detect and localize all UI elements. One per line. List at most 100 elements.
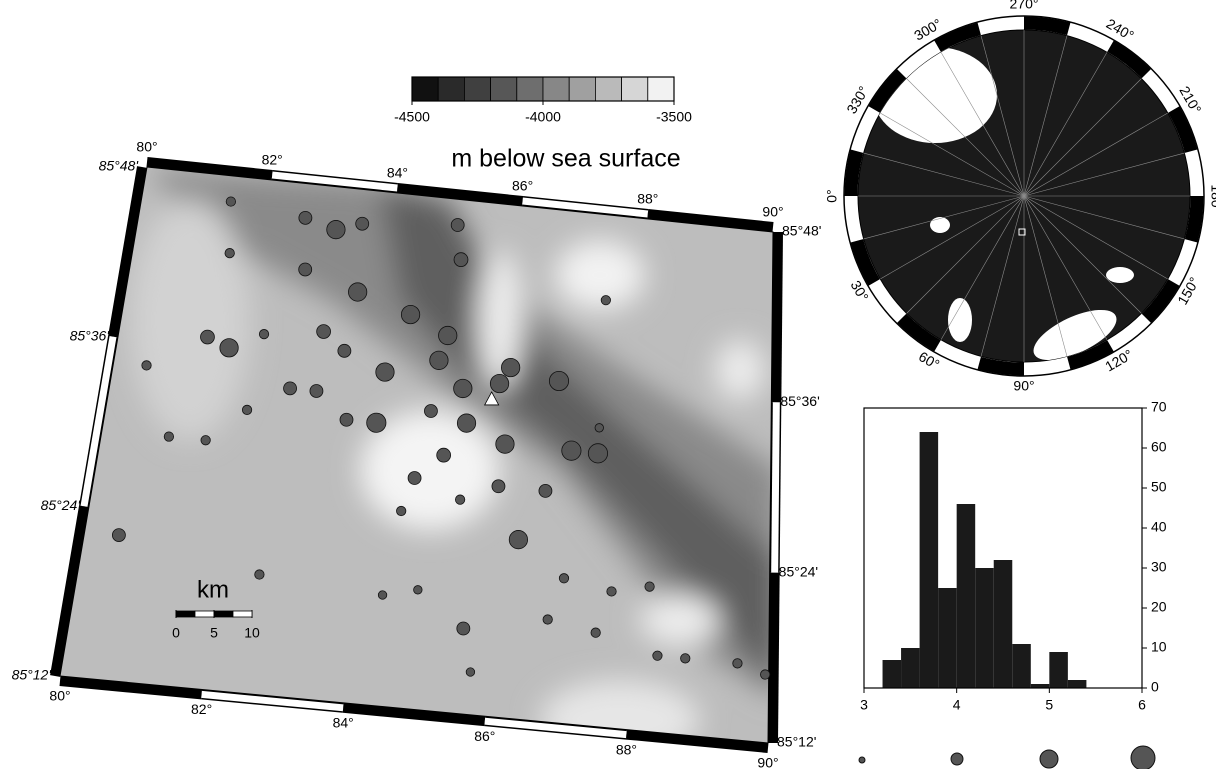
meridian [1023,195,1068,357]
meridian [1023,195,1168,280]
earthquake [456,621,471,636]
earthquake [538,484,553,498]
lat-label: 85°24' [41,497,82,513]
lat-label: 85°48' [782,223,821,239]
frame-segment-inner [271,171,398,192]
inset-label: 0° [824,189,840,202]
lon-label: 88° [616,741,637,757]
frame-segment-inner [80,336,117,507]
bar [993,560,1013,688]
ring-segment [1184,195,1204,243]
bar [1030,684,1050,688]
frame-segment-inner [522,197,649,218]
y-tick-label: 60 [1151,439,1167,455]
earthquake [400,304,421,325]
earthquake [732,658,743,669]
bar [882,660,902,688]
earthquake [590,627,601,638]
scale-tick-label: 0 [172,625,180,641]
earthquake [495,434,515,454]
earthquake [298,210,313,225]
lon-label: 80° [136,139,157,155]
meridian [1023,112,1168,197]
meridian [1023,78,1142,197]
x-tick-label: 6 [1138,697,1146,713]
earthquake [456,413,477,433]
frame-segment [771,231,783,403]
earthquake [375,362,395,382]
earthquake [455,494,466,505]
earthquake [450,218,465,232]
y-tick-label: 0 [1151,679,1159,695]
meridian [863,152,1025,197]
y-tick-label: 30 [1151,559,1167,575]
earthquake [606,586,617,597]
colorbar-box [595,76,623,102]
frame-segment [146,157,273,180]
bar [1067,680,1087,688]
inset-label: 270° [1010,0,1039,12]
earthquake [309,384,324,398]
earthquake [298,262,313,277]
earthquake [141,360,152,371]
bar [956,504,976,688]
lon-label: 90° [762,204,783,220]
earthquake [200,329,215,345]
lon-label: 88° [637,191,658,207]
ring-segment [868,69,907,113]
earthquake [436,447,452,463]
frame-segment [768,572,780,744]
lon-label: 90° [757,755,778,769]
colorbar-box [568,76,596,102]
meridian [863,195,1025,240]
ring-segment [844,149,864,197]
earthquake [337,343,352,358]
ring-segment [977,356,1025,376]
colorbar-label: m below sea surface [451,145,680,173]
earthquake [241,404,253,415]
polar-inset [843,15,1205,377]
ring-segment [934,22,982,52]
y-tick-label: 70 [1151,399,1167,415]
meridian [1023,195,1142,314]
lat-label: 85°36' [780,393,819,409]
bar [938,588,957,688]
y-tick-label: 10 [1151,639,1167,655]
plot-frame [863,407,1143,689]
earthquake [465,667,476,677]
earthquake [407,471,422,485]
lon-label: 82° [262,152,283,168]
earthquake [501,357,521,378]
earthquake [111,528,126,543]
bar [975,568,994,688]
ring-segment [897,313,941,352]
earthquake [225,196,236,207]
ring-segment [1141,279,1180,323]
scale-bar-segment [175,610,196,618]
earthquake [438,325,458,346]
lon-label: 84° [387,165,408,181]
scale-tick-label: 5 [210,625,218,641]
frame-segment-inner [484,717,627,739]
earthquake [396,505,407,517]
earthquake [453,378,473,399]
earthquake [348,282,368,302]
earthquake [219,338,239,358]
frame-segment-inner [201,690,344,712]
frame-segment [396,183,524,206]
colorbar-box [542,76,570,102]
meridian [940,52,1025,197]
colorbar-box [463,76,491,102]
colorbar-box [411,76,439,102]
frame-segment [647,209,774,232]
meridian [906,195,1025,314]
earthquake [489,373,510,394]
colorbar-box [647,76,675,102]
y-tick-label: 40 [1151,519,1167,535]
bar [901,648,920,688]
x-tick-label: 5 [1045,697,1053,713]
meridian [1023,195,1108,340]
ring-segment [1066,340,1114,370]
lon-label: 84° [333,715,354,731]
